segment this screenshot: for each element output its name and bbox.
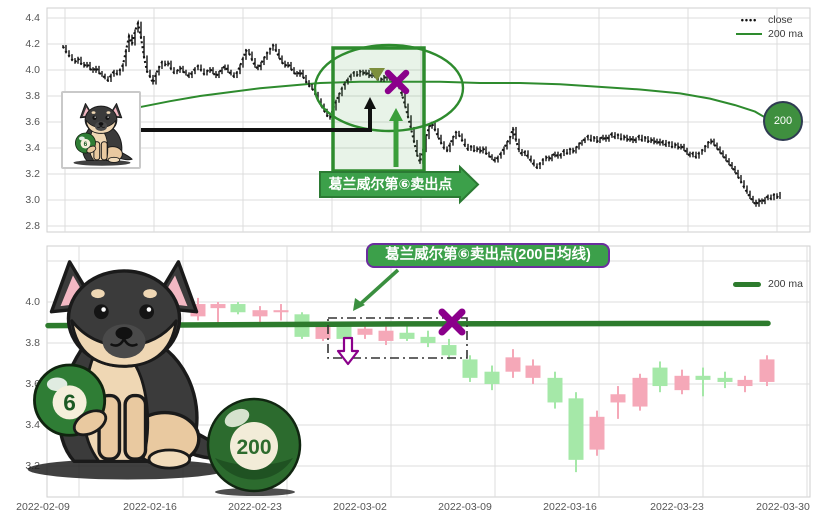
top-ytick-label: 3.2 bbox=[10, 168, 40, 180]
candle-body-down bbox=[506, 357, 521, 371]
candle-body-up bbox=[548, 378, 563, 403]
candle-body-down bbox=[253, 310, 268, 316]
candle-body-up bbox=[400, 333, 415, 339]
candle-body-down bbox=[590, 417, 605, 450]
top-ytick-label: 4.0 bbox=[10, 64, 40, 76]
sell-point-banner-text: 葛兰威尔第⑥卖出点 bbox=[322, 174, 459, 195]
candle-body-down bbox=[633, 378, 648, 407]
hollow-down-arrow bbox=[338, 338, 358, 364]
candle-body-down bbox=[611, 394, 626, 402]
legend-item-close: •••• close bbox=[734, 13, 803, 27]
ma-200-badge: 200 bbox=[763, 101, 803, 141]
legend-close-label: close bbox=[768, 14, 793, 26]
top-ytick-label: 3.4 bbox=[10, 142, 40, 154]
legend-ma-label: 200 ma bbox=[768, 28, 803, 40]
highlight-rect bbox=[333, 48, 424, 171]
legend-ma-bottom-label: 200 ma bbox=[768, 278, 803, 290]
xtick-date-label: 2022-02-23 bbox=[228, 501, 282, 513]
candle-body-up bbox=[653, 368, 668, 386]
candle-body-up bbox=[421, 337, 436, 343]
xtick-date-label: 2022-03-23 bbox=[650, 501, 704, 513]
legend-item-ma-bottom: 200 ma bbox=[730, 277, 803, 291]
ball-200-number: 200 bbox=[236, 436, 271, 459]
top-plot-border bbox=[47, 8, 810, 232]
legend-bottom-chart: 200 ma bbox=[730, 277, 803, 291]
xtick-date-label: 2022-02-09 bbox=[16, 501, 70, 513]
xtick-date-label: 2022-03-09 bbox=[438, 501, 492, 513]
ma-line-swatch bbox=[736, 33, 762, 35]
top-ytick-label: 2.8 bbox=[10, 220, 40, 232]
candle-body-up bbox=[442, 345, 457, 355]
top-ytick-label: 3.0 bbox=[10, 194, 40, 206]
candle-body-down bbox=[274, 310, 289, 312]
dog-mascot-thumbnail bbox=[61, 91, 141, 169]
candle-body-down bbox=[738, 380, 753, 386]
sell-point-label-200ma: 葛兰威尔第⑥卖出点(200日均线) bbox=[366, 243, 610, 268]
top-ytick-label: 4.2 bbox=[10, 38, 40, 50]
xtick-date-label: 2022-03-30 bbox=[756, 501, 810, 513]
stock-analysis-figure: 6 •••• close bbox=[0, 0, 816, 520]
xtick-date-label: 2022-03-02 bbox=[333, 501, 387, 513]
candle-body-down bbox=[526, 366, 541, 378]
candle-body-up bbox=[718, 378, 733, 382]
dog-mascot-large-image bbox=[10, 246, 238, 484]
candle-body-up bbox=[485, 372, 500, 384]
ma-thick-swatch bbox=[733, 282, 761, 287]
candle-body-up bbox=[569, 398, 584, 460]
label-pointer-arrow bbox=[357, 270, 398, 307]
candle-body-up bbox=[696, 376, 711, 380]
top-ytick-label: 3.6 bbox=[10, 116, 40, 128]
xtick-date-label: 2022-02-16 bbox=[123, 501, 177, 513]
legend-top-chart: •••• close 200 ma bbox=[734, 13, 803, 41]
xtick-date-label: 2022-03-16 bbox=[543, 501, 597, 513]
top-ytick-label: 4.4 bbox=[10, 12, 40, 24]
legend-item-ma: 200 ma bbox=[734, 27, 803, 41]
candle-body-down bbox=[358, 329, 373, 335]
candle-body-down bbox=[675, 376, 690, 390]
top-ytick-label: 3.8 bbox=[10, 90, 40, 102]
billiard-ball-200: 200 bbox=[205, 396, 304, 497]
candle-body-down bbox=[760, 359, 775, 382]
candle-body-up bbox=[463, 359, 478, 377]
close-dotted-swatch: •••• bbox=[734, 15, 764, 25]
dog-mascot-small-image bbox=[68, 99, 134, 167]
candle-body-down bbox=[379, 331, 394, 341]
